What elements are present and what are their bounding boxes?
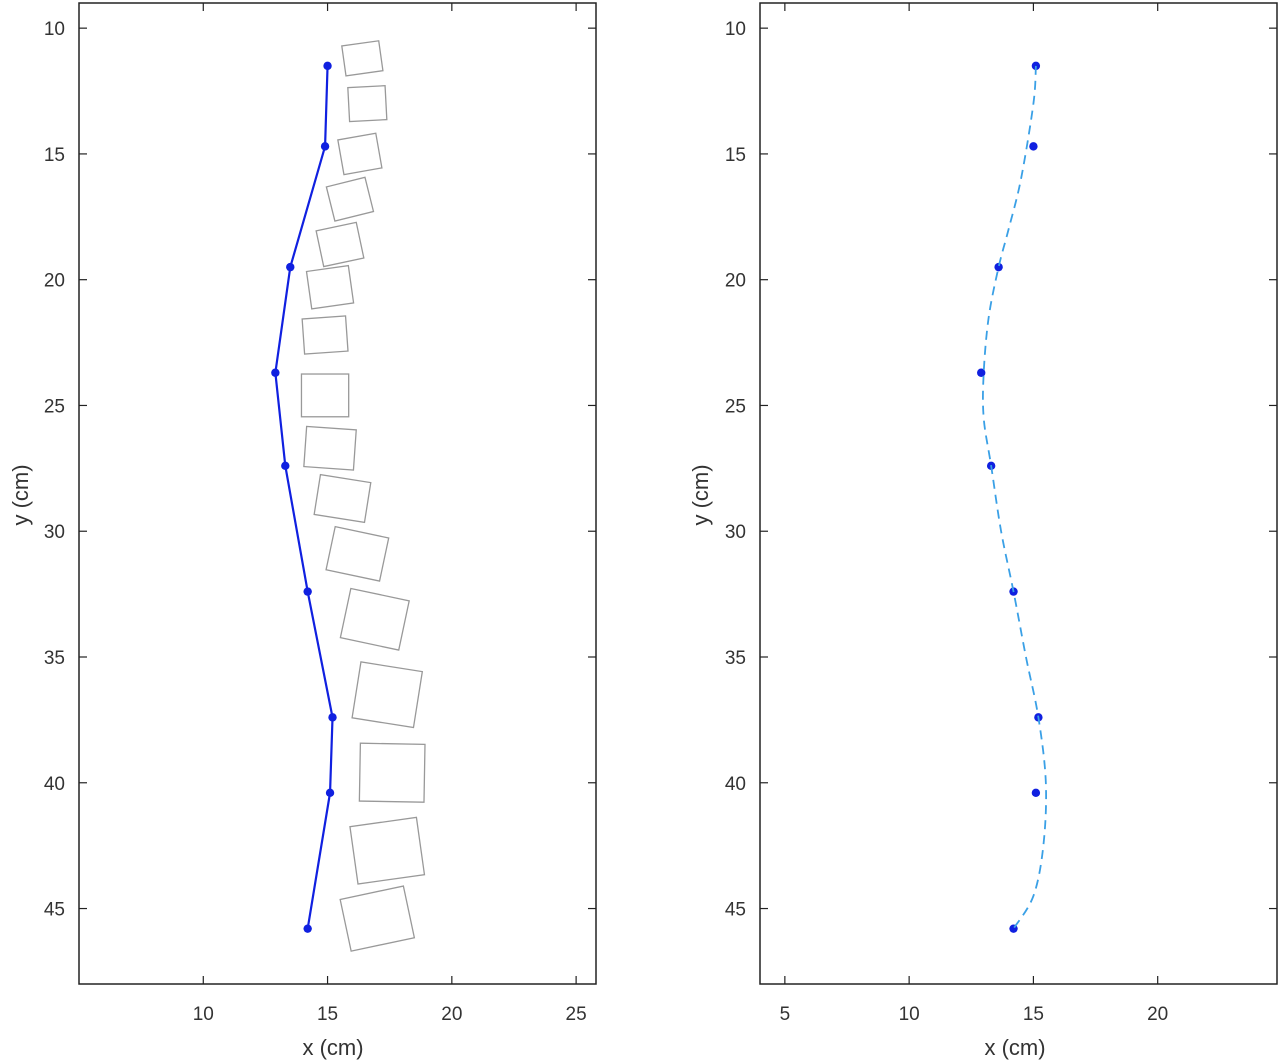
vertebra-outline [313, 473, 372, 524]
right-y-tick-label: 45 [725, 900, 746, 921]
vertebra-outline [341, 40, 384, 77]
vertebra-outline [351, 661, 424, 729]
left-y-tick-label: 25 [44, 396, 65, 417]
left-x-tick-label: 25 [566, 1004, 587, 1025]
right-y-tick-label: 35 [725, 648, 746, 669]
right-x-tick-label: 20 [1147, 1004, 1168, 1025]
vertebra-outline [358, 742, 426, 803]
vertebra-outline [337, 132, 383, 176]
left-y-tick-label: 20 [44, 271, 65, 292]
left-y-tick-label: 40 [44, 774, 65, 795]
vertebra-outline [339, 885, 416, 952]
vertebra-outline [349, 816, 426, 885]
left-series-group [271, 61, 337, 933]
right-y-tick-label: 40 [725, 774, 746, 795]
left-x-tick-label: 15 [317, 1004, 338, 1025]
vertebra-outline [339, 587, 410, 651]
vertebra-outline [305, 264, 355, 310]
left-x-axis-label: x (cm) [302, 1035, 363, 1060]
left-y-tick-label: 30 [44, 522, 65, 543]
right-data-point [977, 368, 986, 377]
right-y-tick-label: 15 [725, 145, 746, 166]
left-x-tick-label: 20 [441, 1004, 462, 1025]
left-data-point [303, 924, 312, 933]
left-y-tick-label: 15 [44, 145, 65, 166]
left-data-point [286, 262, 295, 272]
right-plot-panel: 5 10 15 20 10 15 20 25 30 35 40 45 x (cm) y (cm) [688, 2, 1278, 1060]
right-y-axis-label: y (cm) [688, 464, 713, 525]
right-data-point [1029, 142, 1038, 151]
left-y-tick-label: 35 [44, 648, 65, 669]
right-data-point [1031, 61, 1041, 71]
right-x-axis-label: x (cm) [984, 1035, 1045, 1060]
right-y-tick-label: 10 [725, 19, 746, 40]
left-plot-frame [78, 2, 597, 985]
left-data-point [325, 788, 335, 798]
vertebra-outline [315, 221, 365, 268]
left-data-point [303, 587, 312, 596]
right-fit-curve [982, 65, 1047, 930]
left-data-point [328, 713, 337, 722]
left-y-tick-label: 45 [44, 900, 65, 921]
right-y-tick-label: 30 [725, 522, 746, 543]
right-y-tick-label: 20 [725, 271, 746, 292]
left-y-axis-label: y (cm) [8, 464, 33, 525]
vertebra-outline [325, 176, 375, 222]
vertebra-outline [301, 315, 349, 355]
right-data-point [994, 262, 1003, 272]
left-axes: 10 15 20 25 10 15 20 25 30 35 40 45 [44, 2, 597, 1025]
left-data-point [271, 368, 280, 377]
left-data-point [323, 61, 332, 71]
right-y-tick-label: 25 [725, 396, 746, 417]
right-plot-frame [759, 2, 1278, 985]
right-x-tick-label: 15 [1023, 1004, 1044, 1025]
left-series-line [274, 65, 334, 929]
left-data-point [320, 142, 330, 151]
right-series-group [977, 61, 1047, 933]
vertebra-outline [303, 425, 357, 471]
left-plot-panel: 10 15 20 25 10 15 20 25 30 35 40 45 x (cm) y (cm) [8, 2, 597, 1060]
left-y-tick-label: 10 [44, 19, 65, 40]
vertebra-outline [347, 85, 388, 123]
right-x-tick-label: 5 [780, 1004, 791, 1025]
right-x-tick-label: 10 [899, 1004, 920, 1025]
left-x-tick-label: 10 [193, 1004, 214, 1025]
left-data-point [281, 461, 290, 471]
vertebra-outline [325, 525, 390, 582]
right-data-point [1031, 788, 1041, 798]
right-axes: 5 10 15 20 10 15 20 25 30 35 40 45 [725, 2, 1278, 1025]
vertebra-outlines [300, 40, 426, 952]
vertebra-outline [300, 373, 350, 418]
